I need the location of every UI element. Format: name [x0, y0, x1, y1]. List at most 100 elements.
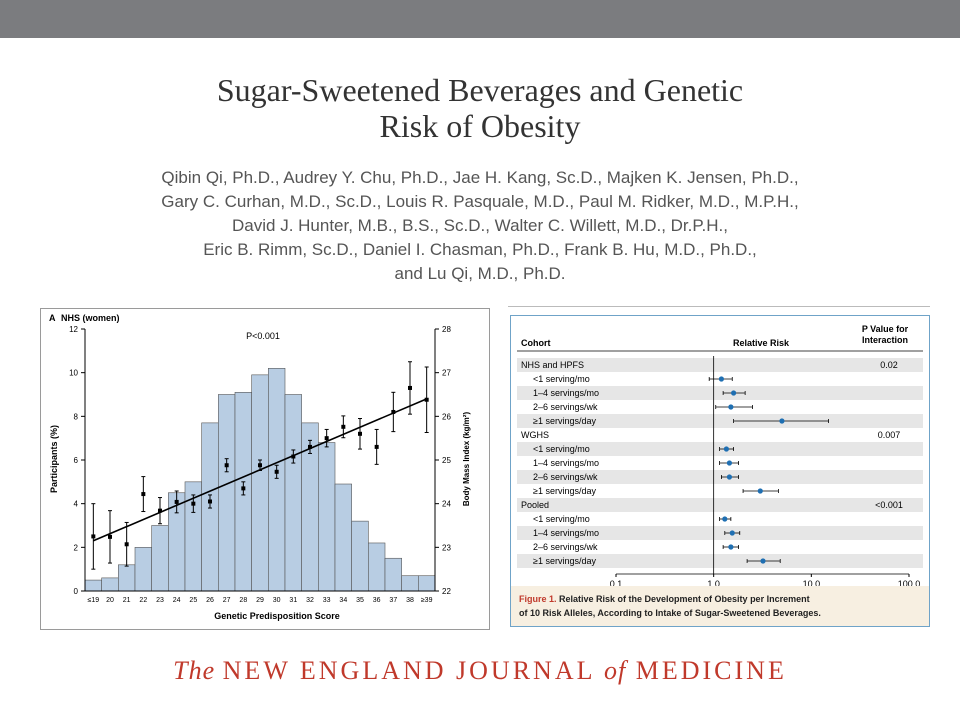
forest-plot-chart: Cohort Relative Risk P Value for Interact… — [511, 324, 929, 626]
left-y-tick-label: 0 — [74, 587, 79, 596]
relative-risk-point — [722, 516, 728, 522]
x-tick-label: 38 — [406, 597, 414, 604]
x-tick-label: 26 — [206, 597, 214, 604]
histogram-bar — [334, 483, 352, 592]
bmi-mean-point — [208, 499, 212, 504]
intake-label: 2–6 servings/wk — [533, 472, 598, 482]
row-stripe — [517, 554, 923, 568]
p-value: 0.02 — [880, 360, 898, 370]
bmi-mean-point — [174, 499, 179, 504]
cohort-group-label: NHS and HPFS — [521, 360, 584, 370]
row-stripe — [517, 484, 923, 498]
forest-plot-figure: Cohort Relative Risk P Value for Interact… — [508, 306, 930, 627]
x-tick-label: 21 — [123, 597, 131, 604]
relative-risk-point — [718, 376, 724, 382]
caption-text: Relative Risk of the Development of Obes… — [557, 594, 810, 604]
row-stripe — [517, 498, 923, 512]
y-axis-label: Participants (%) — [49, 425, 59, 493]
x-tick-label: 31 — [289, 597, 297, 604]
left-y-tick-label: 4 — [74, 500, 79, 509]
right-y-tick-label: 28 — [442, 325, 451, 334]
x-tick-label: 23 — [156, 597, 164, 604]
author-line: David J. Hunter, M.B., B.S., Sc.D., Walt… — [232, 216, 728, 235]
x-tick-label: 34 — [339, 597, 347, 604]
bmi-mean-point — [391, 409, 396, 414]
title-line-2: Risk of Obesity — [379, 108, 581, 144]
author-line: and Lu Qi, M.D., Ph.D. — [394, 264, 566, 283]
x-tick-label: 33 — [323, 597, 331, 604]
relative-risk-point — [760, 558, 766, 564]
right-y-axis-label: Body Mass Index (kg/m²) — [462, 412, 471, 507]
p-value-annotation: P<0.001 — [246, 331, 280, 341]
bmi-mean-point — [308, 444, 312, 449]
cohort-group-label: WGHS — [521, 430, 549, 440]
relative-risk-point — [731, 390, 737, 396]
figure-caption-line-2: of 10 Risk Alleles, According to Intake … — [519, 608, 821, 618]
right-y-tick-label: 25 — [442, 456, 451, 465]
histogram-bar — [251, 374, 269, 592]
relative-risk-point — [726, 474, 733, 480]
bmi-mean-point — [158, 508, 162, 513]
histogram-bar — [401, 575, 419, 592]
bmi-histogram-figure: A NHS (women) P<0.001 Genetic Predisposi… — [40, 308, 490, 630]
journal-name: The NEW ENGLAND JOURNAL of MEDICINE — [0, 656, 960, 686]
left-y-tick-label: 6 — [74, 456, 79, 465]
p-value: <0.001 — [875, 500, 903, 510]
bmi-mean-point — [324, 436, 329, 441]
caption-label: Figure 1. — [519, 594, 557, 604]
paper-title: Sugar-Sweetened Beverages and Genetic Ri… — [100, 72, 860, 144]
x-tick-label: 30 — [273, 597, 281, 604]
row-stripe — [517, 470, 923, 484]
bmi-mean-point — [224, 463, 229, 468]
x-tick-label: 24 — [173, 597, 181, 604]
histogram-bar — [368, 542, 386, 592]
row-stripe — [517, 414, 923, 428]
x-tick-label: 28 — [239, 597, 247, 604]
p-value-header: P Value for Interaction — [862, 324, 909, 345]
journal-of: of — [604, 656, 627, 685]
bmi-mean-point — [274, 469, 279, 474]
bmi-mean-point — [291, 454, 296, 459]
forest-plot-panel: Cohort Relative Risk P Value for Interact… — [510, 315, 930, 627]
intake-label: <1 serving/mo — [533, 514, 590, 524]
left-y-tick-label: 2 — [74, 543, 79, 552]
relative-risk-point — [726, 460, 733, 466]
author-line: Eric B. Rimm, Sc.D., Daniel I. Chasman, … — [203, 240, 757, 259]
right-y-tick-label: 26 — [442, 412, 451, 421]
row-stripe — [517, 540, 923, 554]
x-tick-label: 100.0 — [898, 579, 921, 589]
journal-mid1: NEW ENGLAND JOURNAL — [222, 656, 605, 685]
histogram-bar — [84, 579, 102, 592]
histogram-bar — [151, 525, 169, 592]
histogram-bar — [218, 394, 236, 592]
left-y-tick-label: 8 — [74, 412, 79, 421]
x-tick-label: 27 — [223, 597, 231, 604]
panel-label: A — [49, 313, 56, 323]
relative-risk-header: Relative Risk — [733, 338, 790, 348]
figure-caption: Figure 1. Relative Risk of the Developme… — [519, 594, 810, 604]
cohort-group-label: Pooled — [521, 500, 549, 510]
x-axis-label: Genetic Predisposition Score — [214, 611, 340, 621]
x-tick-label: 10.0 — [803, 579, 821, 589]
histogram-bar — [418, 575, 436, 592]
author-line: Qibin Qi, Ph.D., Audrey Y. Chu, Ph.D., J… — [161, 168, 799, 187]
bmi-mean-point — [424, 397, 429, 402]
author-line: Gary C. Curhan, M.D., Sc.D., Louis R. Pa… — [161, 192, 799, 211]
left-y-tick-label: 10 — [69, 369, 78, 378]
relative-risk-point — [757, 488, 763, 494]
row-stripe — [517, 358, 923, 372]
row-stripe — [517, 428, 923, 442]
x-tick-label: 1.0 — [707, 579, 720, 589]
bmi-mean-point — [124, 542, 129, 547]
bmi-mean-point — [341, 424, 346, 429]
x-tick-label: 37 — [389, 597, 397, 604]
histogram-bar — [118, 564, 136, 592]
right-y-tick-label: 24 — [442, 500, 451, 509]
histogram-bar — [101, 577, 119, 592]
relative-risk-point — [728, 404, 734, 410]
x-tick-label: 32 — [306, 597, 314, 604]
bmi-mean-point — [408, 385, 412, 390]
x-tick-label: 22 — [139, 597, 147, 604]
row-stripe — [517, 386, 923, 400]
intake-label: 1–4 servings/mo — [533, 528, 599, 538]
